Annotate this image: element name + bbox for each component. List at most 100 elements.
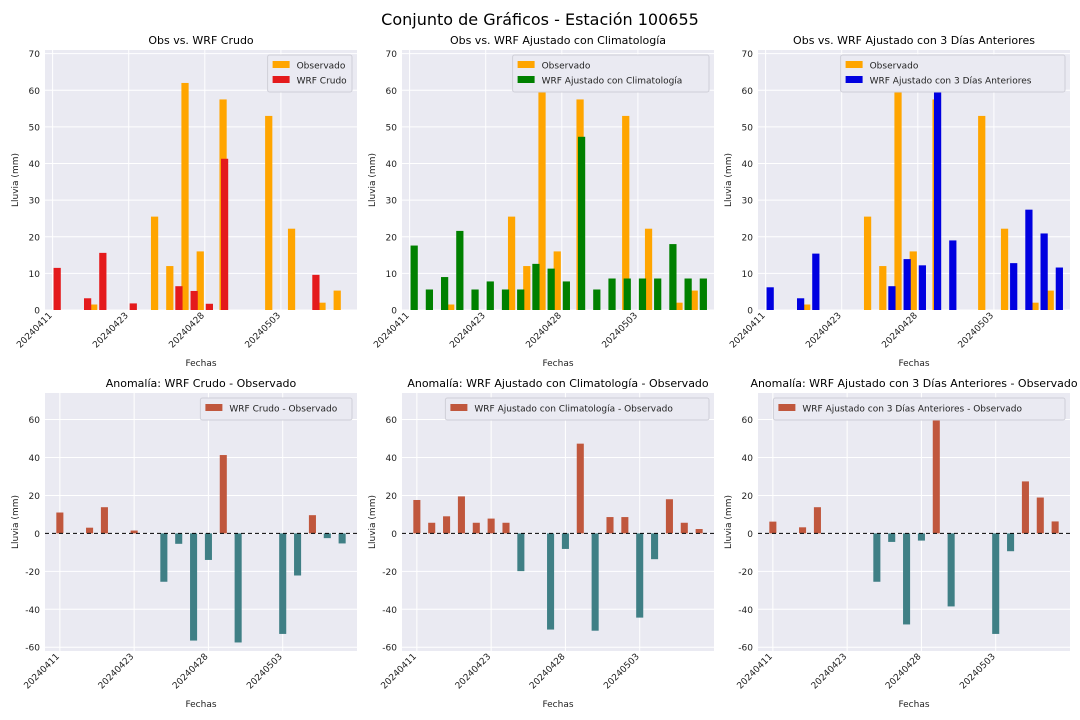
bar <box>680 522 688 534</box>
y-tick-label: 40 <box>29 454 41 464</box>
bar <box>636 533 644 618</box>
chart-panel: -60 -40 -20 0 20 40 60 20240411 20240423 20240428… <box>368 377 714 710</box>
bar <box>333 290 341 310</box>
y-tick-label: 60 <box>29 87 41 97</box>
bar <box>1021 481 1029 534</box>
legend-swatch <box>517 61 535 68</box>
bar <box>992 533 1000 634</box>
x-tick-label: 20240428 <box>167 311 207 351</box>
bar <box>591 533 599 631</box>
x-tick-label: 20240411 <box>372 311 411 350</box>
legend-label: WRF Ajustado con 3 Días Anteriores <box>870 77 1032 87</box>
y-tick-label: -20 <box>738 568 753 578</box>
y-tick-label: 60 <box>386 87 398 97</box>
bar <box>690 290 698 310</box>
bar <box>1000 228 1009 310</box>
plot-area <box>45 393 357 651</box>
bar <box>1055 267 1063 310</box>
bar <box>888 533 896 542</box>
y-tick-label: 60 <box>742 87 754 97</box>
bar <box>486 281 494 310</box>
chart-panel: 0 10 20 30 40 50 60 70 20240411 20240423 20240428 2… <box>11 34 357 369</box>
bar <box>873 533 881 582</box>
bar <box>308 515 316 534</box>
bar <box>517 533 525 572</box>
legend-box <box>772 397 1066 421</box>
bar <box>638 278 647 310</box>
bar <box>1040 233 1048 310</box>
bar <box>56 512 64 534</box>
x-axis-label: Fechas <box>185 700 216 710</box>
bar <box>684 278 692 310</box>
bar <box>799 527 807 534</box>
bar <box>279 533 287 634</box>
y-tick-label: 40 <box>29 160 41 170</box>
x-tick-label: 20240411 <box>23 652 62 691</box>
legend: WRF Ajustado con Climatología - Observad… <box>444 397 710 421</box>
bar <box>175 286 183 310</box>
legend-box <box>444 397 710 421</box>
y-tick-label: 20 <box>29 492 41 502</box>
bar <box>1031 302 1039 310</box>
bar <box>425 289 434 310</box>
bar <box>130 530 138 534</box>
bar <box>623 278 631 310</box>
y-tick-label: 0 <box>34 530 40 540</box>
bar <box>323 533 331 539</box>
bar <box>190 290 198 310</box>
plot-area <box>402 393 714 651</box>
y-axis-label: Lluvia (mm) <box>724 495 734 549</box>
bar <box>863 216 872 310</box>
bar <box>622 115 630 310</box>
y-tick-label: 60 <box>742 416 754 426</box>
bar <box>100 507 108 534</box>
bar <box>507 216 516 310</box>
bar <box>577 136 586 310</box>
y-tick-label: -20 <box>382 568 397 578</box>
legend-label: WRF Ajustado con Climatología <box>542 77 683 87</box>
bar <box>190 533 198 641</box>
bar <box>90 304 98 310</box>
bar <box>1046 290 1054 310</box>
bar <box>1025 209 1033 310</box>
bar <box>812 253 820 310</box>
y-tick-label: 0 <box>34 307 40 317</box>
x-tick-label: 20240428 <box>884 652 924 692</box>
bar <box>175 533 183 544</box>
bar <box>338 533 346 544</box>
bar <box>797 298 805 310</box>
bar <box>456 230 464 310</box>
bar <box>909 251 917 310</box>
bar <box>813 507 821 534</box>
x-tick-label: 20240428 <box>880 311 920 351</box>
bar <box>1051 521 1059 534</box>
bar <box>181 82 189 310</box>
bar <box>562 281 570 310</box>
x-tick-label: 20240411 <box>736 652 775 691</box>
bar <box>699 278 707 310</box>
bar <box>53 267 61 310</box>
bar <box>1007 533 1015 552</box>
bar <box>532 263 540 310</box>
y-tick-label: 40 <box>742 160 754 170</box>
bar <box>621 517 629 534</box>
y-axis-label: Lluvia (mm) <box>724 153 734 207</box>
legend: WRF Ajustado con 3 Días Anteriores - Obs… <box>772 397 1066 421</box>
legend: Observado WRF Ajustado con 3 Días Anterio… <box>840 54 1066 93</box>
bar <box>413 499 421 534</box>
bar <box>933 79 942 310</box>
x-axis-label: Fechas <box>542 700 573 710</box>
bar <box>523 266 531 310</box>
bar <box>86 527 94 534</box>
legend-label: Observado <box>297 62 346 72</box>
bar <box>803 304 811 310</box>
legend-swatch <box>205 404 223 411</box>
chart-panel: 0 10 20 30 40 50 60 70 20240411 20240423 20240428 2… <box>368 34 714 369</box>
x-axis-label: Fechas <box>898 700 929 710</box>
x-tick-label: 20240411 <box>380 652 419 691</box>
x-tick-label: 20240503 <box>245 652 284 691</box>
chart-title: Anomalía: WRF Ajustado con 3 Días Anteri… <box>750 377 1077 390</box>
bar <box>918 265 926 310</box>
bar <box>903 533 911 625</box>
y-tick-label: -60 <box>382 644 397 654</box>
